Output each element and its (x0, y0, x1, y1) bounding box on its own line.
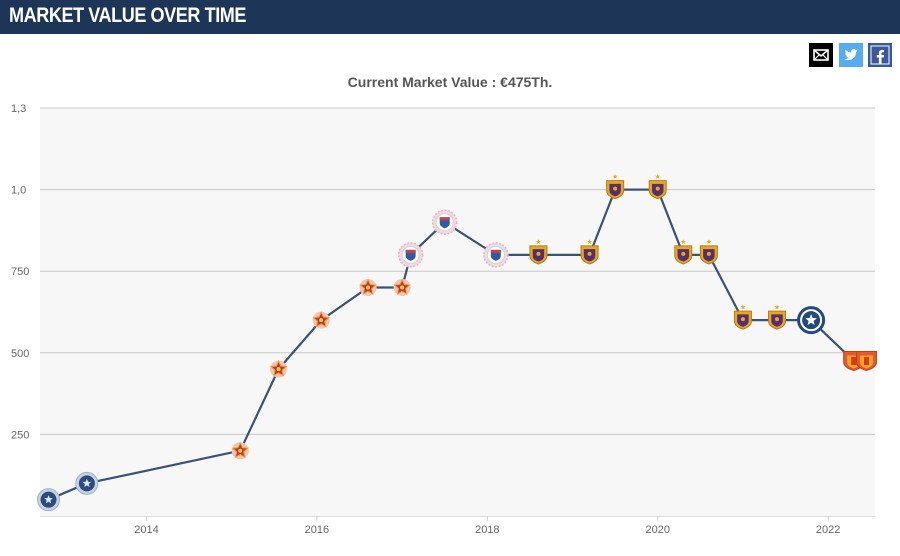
club-crest-marker[interactable] (397, 242, 424, 268)
x-tick-label: 2014 (134, 524, 158, 536)
facebook-icon (868, 43, 892, 67)
section-title: MARKET VALUE OVER TIME (9, 4, 247, 27)
club-crest-marker[interactable] (529, 239, 548, 265)
club-crest-marker[interactable] (648, 174, 667, 200)
club-crest-marker[interactable] (855, 350, 877, 371)
email-share-button[interactable] (809, 43, 833, 67)
club-crest-marker[interactable] (483, 242, 509, 268)
x-tick-label: 2022 (816, 524, 840, 536)
y-tick-label: 1,3 (11, 103, 26, 115)
club-crest-marker[interactable] (393, 278, 411, 297)
y-tick-label: 500 (11, 348, 29, 360)
section-header: MARKET VALUE OVER TIME (0, 0, 900, 34)
club-crest-marker[interactable] (580, 239, 599, 265)
club-crest-marker[interactable] (37, 488, 61, 512)
club-crest-marker[interactable] (797, 306, 826, 335)
x-tick-label: 2020 (645, 524, 669, 536)
club-crest-marker[interactable] (359, 278, 377, 297)
club-crest-marker[interactable] (733, 304, 752, 330)
club-crest-marker[interactable] (768, 304, 787, 330)
chart-title: Current Market Value : €475Th. (347, 74, 553, 90)
club-crest-marker[interactable] (269, 359, 288, 378)
club-crest-marker[interactable] (431, 209, 458, 235)
club-crest-marker[interactable] (699, 239, 718, 265)
email-icon (809, 43, 833, 67)
club-crest-marker[interactable] (312, 310, 330, 329)
y-tick-label: 750 (11, 266, 29, 278)
facebook-share-button[interactable] (868, 43, 892, 67)
y-tick-label: 250 (11, 429, 29, 441)
x-tick-label: 2016 (305, 524, 329, 536)
club-crest-marker[interactable] (231, 441, 249, 460)
twitter-icon (839, 43, 863, 67)
x-tick-label: 2018 (475, 524, 499, 536)
club-crest-marker[interactable] (606, 174, 625, 200)
club-crest-marker[interactable] (75, 471, 99, 495)
twitter-share-button[interactable] (839, 43, 863, 67)
club-crest-marker[interactable] (674, 239, 693, 265)
y-tick-label: 1,0 (11, 185, 26, 197)
